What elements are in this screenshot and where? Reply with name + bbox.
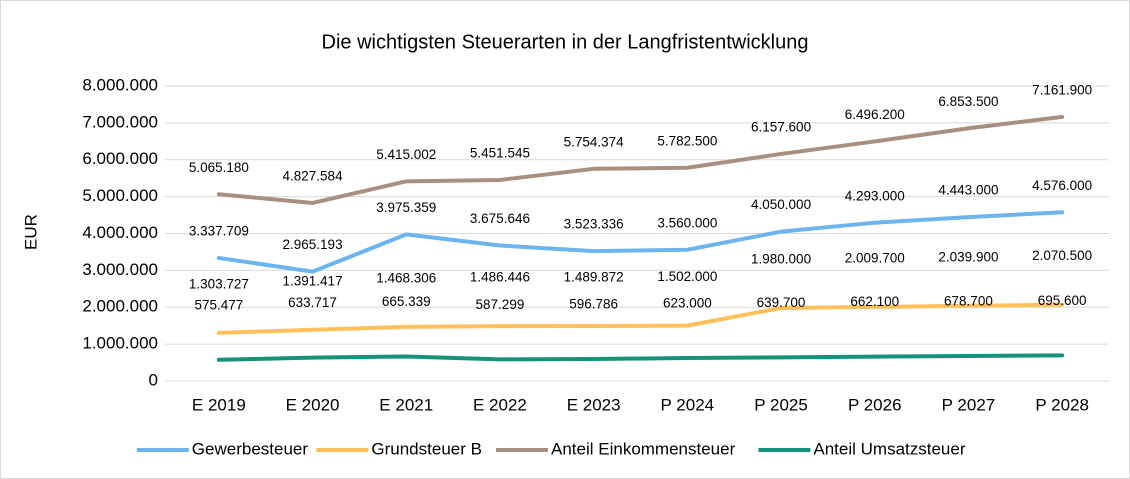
x-tick-label: P 2026 [848,395,902,414]
data-label: 5.782.500 [657,133,717,148]
x-tick-label: P 2028 [1035,395,1089,414]
data-label: 596.786 [569,297,618,312]
data-label: 665.339 [382,294,431,309]
x-tick-label: E 2019 [192,395,246,414]
x-tick-label: E 2022 [473,395,527,414]
data-label: 5.065.180 [189,160,249,175]
y-tick-label: 2.000.000 [82,297,158,316]
data-label: 4.050.000 [751,197,811,212]
series-line [216,210,1065,274]
y-tick-label: 7.000.000 [82,112,158,131]
legend-label: Anteil Umsatzsteuer [813,439,965,458]
legend-label: Anteil Einkommensteuer [551,439,736,458]
data-label: 1.303.727 [189,276,249,291]
data-label: 3.337.709 [189,223,249,238]
data-label: 2.009.700 [845,250,905,265]
series-line [216,302,1065,335]
y-tick-label: 1.000.000 [82,334,158,353]
data-label: 3.523.336 [564,217,624,232]
data-label: 623.000 [663,296,712,311]
x-tick-label: P 2024 [661,395,715,414]
data-label: 4.576.000 [1032,178,1092,193]
data-label: 678.700 [944,294,993,309]
x-tick-label: P 2027 [942,395,996,414]
data-label: 2.965.193 [283,237,343,252]
x-tick-label: P 2025 [754,395,808,414]
data-label: 6.157.600 [751,120,811,135]
y-axis-label: EUR [21,214,40,250]
data-label: 575.477 [194,297,243,312]
data-label: 1.468.306 [376,270,436,285]
x-tick-label: E 2021 [379,395,433,414]
data-label: 1.980.000 [751,252,811,267]
y-tick-label: 8.000.000 [82,75,158,94]
data-label: 4.827.584 [283,169,344,184]
x-tick-label: E 2020 [286,395,340,414]
chart-title: Die wichtigsten Steuerarten in der Langf… [322,31,809,53]
data-label: 1.391.417 [283,273,343,288]
x-tick-label: E 2023 [567,395,621,414]
data-label: 5.451.545 [470,146,530,161]
data-label: 3.675.646 [470,211,530,226]
data-label: 633.717 [288,295,337,310]
y-tick-label: 3.000.000 [82,260,158,279]
data-label: 695.600 [1038,293,1087,308]
data-label: 6.853.500 [938,94,998,109]
series-line [216,353,1065,362]
data-label: 1.489.872 [564,270,624,285]
y-tick-label: 6.000.000 [82,149,158,168]
data-label: 4.443.000 [938,183,998,198]
data-label: 1.486.446 [470,270,530,285]
data-label: 587.299 [476,297,525,312]
data-label: 4.293.000 [845,188,905,203]
data-label: 2.070.500 [1032,248,1092,263]
legend-label: Grundsteuer B [371,439,482,458]
data-label: 3.560.000 [657,215,717,230]
y-tick-label: 5.000.000 [82,186,158,205]
data-label: 7.161.900 [1032,82,1092,97]
data-label: 639.700 [757,295,806,310]
data-label: 2.039.900 [938,249,998,264]
data-label: 5.415.002 [376,147,436,162]
data-label: 6.496.200 [845,107,905,122]
series-line [216,114,1065,205]
legend-label: Gewerbesteuer [192,439,309,458]
data-label: 5.754.374 [564,134,625,149]
y-tick-label: 0 [149,370,158,389]
y-tick-label: 4.000.000 [82,223,158,242]
data-label: 3.975.359 [376,200,436,215]
data-label: 1.502.000 [657,269,717,284]
data-label: 662.100 [850,294,899,309]
